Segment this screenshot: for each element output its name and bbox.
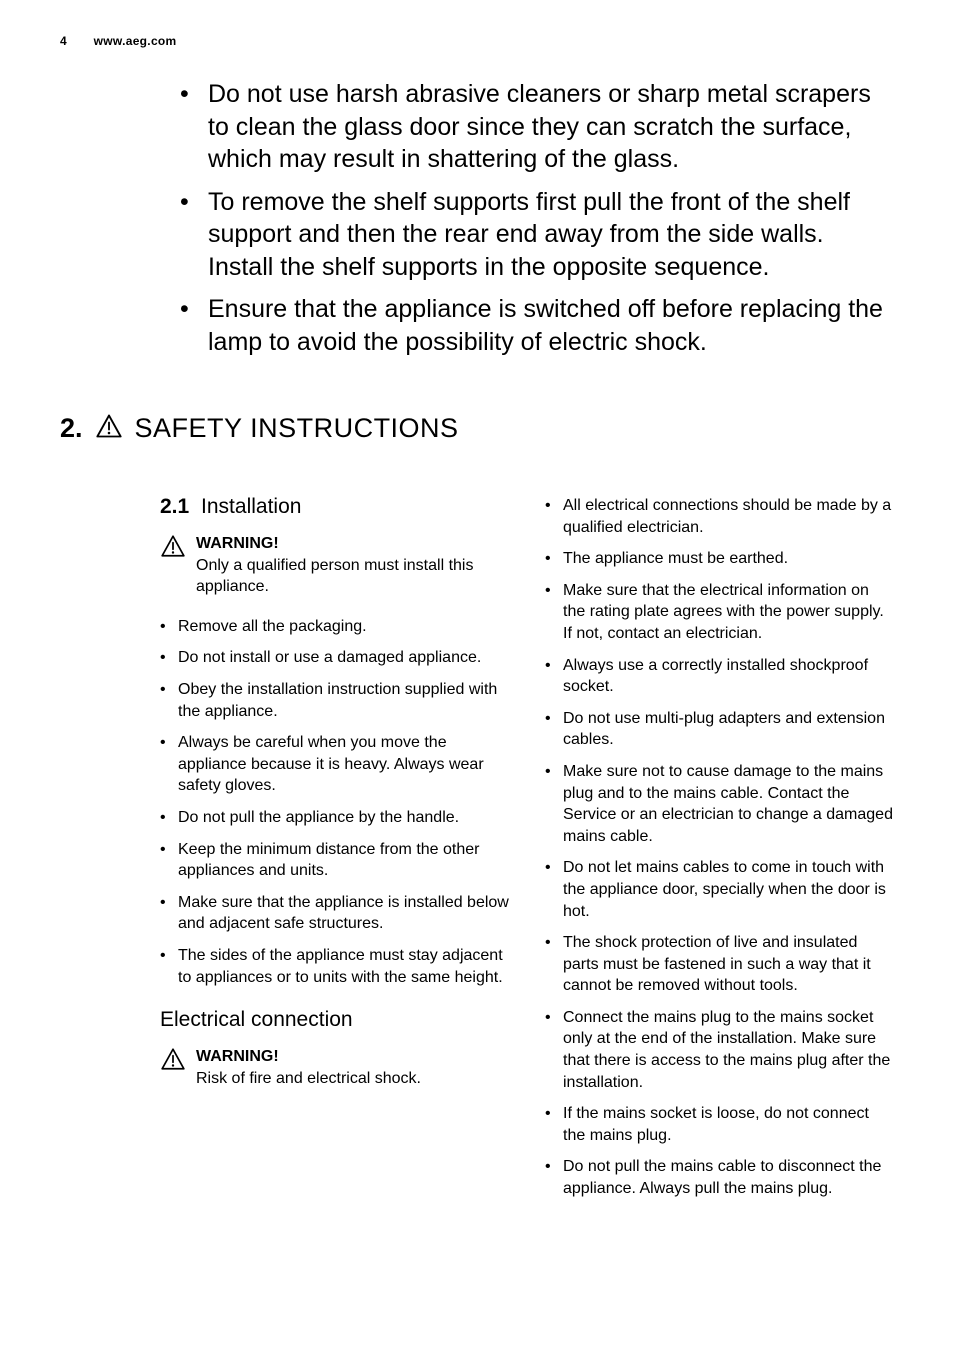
list-item: Do not pull the appliance by the handle. xyxy=(160,807,509,829)
list-item: Do not let mains cables to come in touch… xyxy=(545,857,894,922)
list-item: Always use a correctly installed shockpr… xyxy=(545,655,894,698)
list-item: Connect the mains plug to the mains sock… xyxy=(545,1007,894,1093)
list-item: Ensure that the appliance is switched of… xyxy=(180,293,894,358)
warning-title: WARNING! xyxy=(196,533,509,555)
warning-triangle-icon xyxy=(160,533,186,598)
list-item: Do not use harsh abrasive cleaners or sh… xyxy=(180,78,894,176)
subsection-heading: Electrical connection xyxy=(160,1008,509,1032)
list-item: All electrical connections should be mad… xyxy=(545,495,894,538)
site-url: www.aeg.com xyxy=(94,34,177,48)
warning-triangle-icon xyxy=(160,1046,186,1089)
list-item: Make sure that the appliance is installe… xyxy=(160,892,509,935)
list-item: The appliance must be earthed. xyxy=(545,548,894,570)
list-item: Make sure not to cause damage to the mai… xyxy=(545,761,894,847)
warning-title: WARNING! xyxy=(196,1046,421,1068)
list-item: Obey the installation instruction suppli… xyxy=(160,679,509,722)
list-item: The shock protection of live and insulat… xyxy=(545,932,894,997)
list-item: Remove all the packaging. xyxy=(160,616,509,638)
section-heading: 2. SAFETY INSTRUCTIONS xyxy=(60,412,894,445)
manual-page: 4 www.aeg.com Do not use harsh abrasive … xyxy=(0,0,954,1352)
electrical-list: All electrical connections should be mad… xyxy=(545,495,894,1200)
warning-body: Only a qualified person must install thi… xyxy=(196,557,473,596)
installation-list: Remove all the packaging. Do not install… xyxy=(160,616,509,988)
page-number: 4 xyxy=(60,34,90,48)
intro-bullet-list: Do not use harsh abrasive cleaners or sh… xyxy=(180,78,894,358)
subsection-heading: 2.1 Installation xyxy=(160,495,509,519)
list-item: If the mains socket is loose, do not con… xyxy=(545,1103,894,1146)
list-item: Do not use multi-plug adapters and exten… xyxy=(545,708,894,751)
list-item: Always be careful when you move the appl… xyxy=(160,732,509,797)
section-title: SAFETY INSTRUCTIONS xyxy=(135,413,459,444)
warning-block: WARNING! Only a qualified person must in… xyxy=(160,533,509,598)
list-item: To remove the shelf supports first pull … xyxy=(180,186,894,284)
list-item: Do not pull the mains cable to disconnec… xyxy=(545,1156,894,1199)
warning-text: WARNING! Risk of fire and electrical sho… xyxy=(196,1046,421,1089)
section-number: 2. xyxy=(60,413,83,444)
page-header: 4 www.aeg.com xyxy=(60,34,894,48)
warning-body: Risk of fire and electrical shock. xyxy=(196,1070,421,1087)
list-item: Do not install or use a damaged applianc… xyxy=(160,647,509,669)
warning-text: WARNING! Only a qualified person must in… xyxy=(196,533,509,598)
right-column: All electrical connections should be mad… xyxy=(545,495,894,1210)
subsection-title: Installation xyxy=(201,495,301,518)
list-item: The sides of the appliance must stay adj… xyxy=(160,945,509,988)
list-item: Keep the minimum distance from the other… xyxy=(160,839,509,882)
list-item: Make sure that the electrical informatio… xyxy=(545,580,894,645)
left-column: 2.1 Installation WARNING! Only a qualifi… xyxy=(60,495,509,1210)
subsection-number: 2.1 xyxy=(160,495,189,518)
warning-block: WARNING! Risk of fire and electrical sho… xyxy=(160,1046,509,1089)
warning-triangle-icon xyxy=(95,412,123,445)
two-column-layout: 2.1 Installation WARNING! Only a qualifi… xyxy=(60,495,894,1210)
